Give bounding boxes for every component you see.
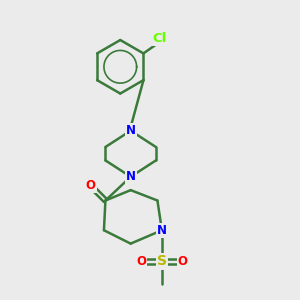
Text: N: N bbox=[157, 224, 167, 237]
Text: O: O bbox=[178, 255, 188, 268]
Text: S: S bbox=[157, 254, 167, 268]
Text: O: O bbox=[136, 255, 146, 268]
Text: N: N bbox=[126, 170, 136, 183]
Text: N: N bbox=[126, 124, 136, 137]
Text: Cl: Cl bbox=[153, 32, 167, 45]
Text: O: O bbox=[85, 179, 96, 192]
